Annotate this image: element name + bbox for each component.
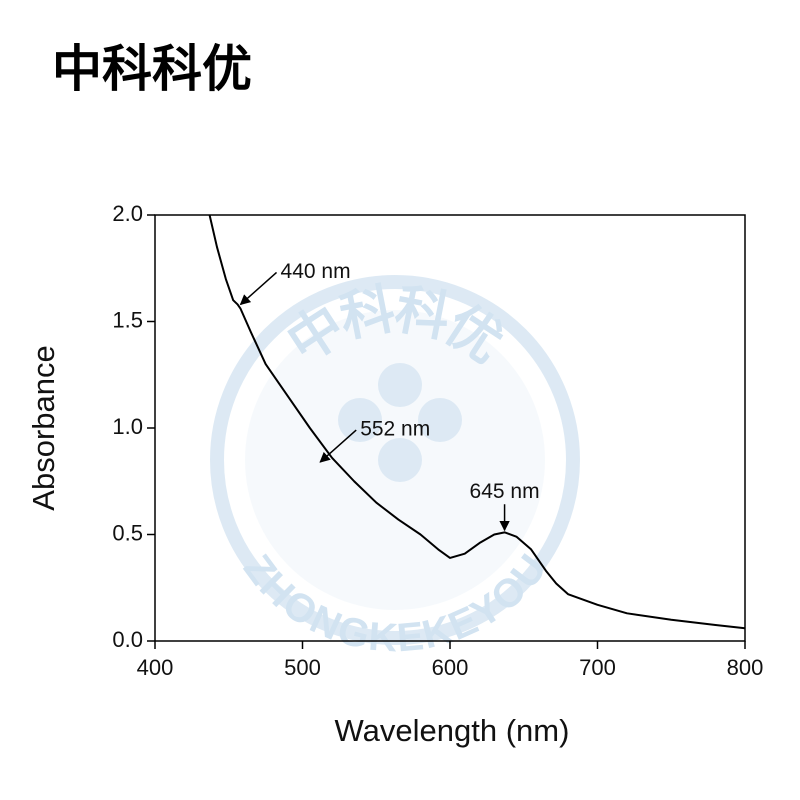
watermark: 中科科优 ZHONGKEKEYOU <box>210 275 580 660</box>
y-tick-label: 1.5 <box>112 307 143 332</box>
header-title: 中科科优 <box>52 41 252 97</box>
x-tick-label: 500 <box>284 655 321 680</box>
x-tick-label: 400 <box>137 655 174 680</box>
x-tick-label: 700 <box>579 655 616 680</box>
watermark-dot <box>378 363 422 407</box>
annotation-label: 552 nm <box>360 418 430 441</box>
x-tick-label: 800 <box>727 655 764 680</box>
data-line <box>208 214 746 630</box>
watermark-disc <box>245 310 545 610</box>
y-axis-title: Absorbance <box>26 345 61 510</box>
watermark-dot <box>418 398 462 442</box>
annotation-arrow <box>239 271 278 306</box>
y-tick-label: 1.0 <box>112 414 143 439</box>
y-tick-label: 0.5 <box>112 520 143 545</box>
watermark-dot <box>338 398 382 442</box>
annotation-label: 440 nm <box>281 260 351 283</box>
x-axis-title: Wavelength (nm) <box>335 713 570 748</box>
y-tick-label: 2.0 <box>112 201 143 226</box>
y-tick-label: 0.0 <box>112 627 143 652</box>
annotation-label: 645 nm <box>470 480 540 503</box>
x-tick-label: 600 <box>432 655 469 680</box>
watermark-ring <box>210 275 580 645</box>
annotation-arrow <box>319 429 357 463</box>
watermark-dot <box>378 438 422 482</box>
